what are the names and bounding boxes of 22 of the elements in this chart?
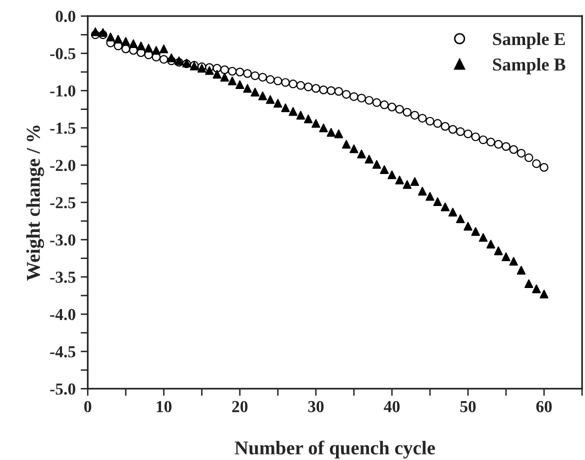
x-tick-label: 40 [384, 400, 400, 412]
y-tick-label: -3.5 [50, 272, 76, 283]
y-tick-label: -2.5 [50, 197, 76, 208]
y-tick-label: -2.0 [50, 160, 76, 172]
x-tick-label: 10 [156, 400, 172, 412]
y-tick-label: -1.5 [50, 122, 76, 134]
y-axis-title: Weight change / % [26, 126, 44, 281]
y-tick-label: -0.5 [50, 48, 76, 60]
y-tick-label: -1.0 [50, 85, 76, 97]
x-axis-title: Number of quench cycle [234, 440, 435, 459]
y-tick-label: -4.0 [50, 308, 76, 320]
y-tick-label: -4.5 [50, 346, 76, 358]
x-tick-label: 60 [536, 400, 552, 412]
legend-label: Sample B [493, 58, 566, 74]
x-tick-label: 0 [84, 400, 92, 412]
y-tick-label: 0.0 [56, 10, 76, 22]
y-tick-label: -5.0 [50, 383, 76, 395]
x-tick-label: 50 [460, 400, 476, 412]
legend-label: Sample E [493, 32, 565, 49]
x-tick-label: 30 [308, 400, 324, 412]
y-tick-label: -3.0 [50, 234, 76, 246]
x-tick-label: 20 [232, 400, 248, 412]
